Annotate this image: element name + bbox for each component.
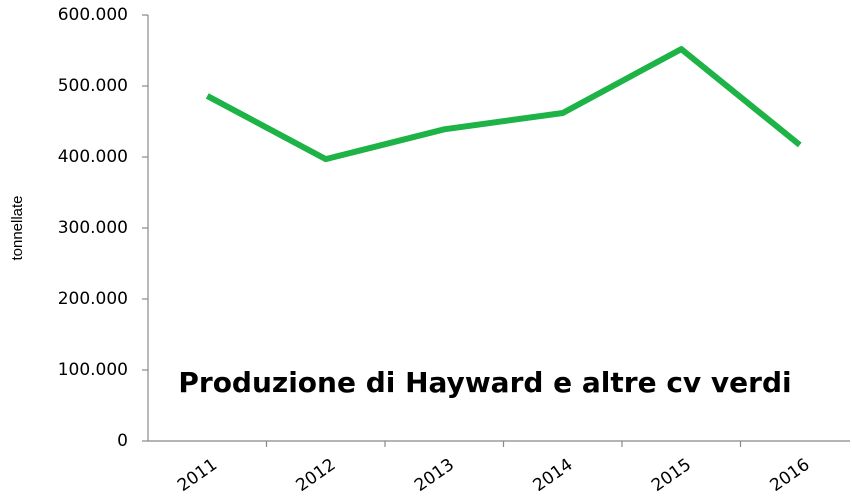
y-tick-label: 300.000 <box>58 218 128 238</box>
y-tick-label: 500.000 <box>58 76 128 96</box>
x-tick-label: 2013 <box>411 455 458 496</box>
y-axis-label: tonnellate <box>9 195 26 260</box>
y-tick-label: 0 <box>117 431 128 451</box>
y-tick-label: 400.000 <box>58 147 128 167</box>
x-tick-label: 2014 <box>530 455 577 496</box>
y-tick-label: 200.000 <box>58 289 128 309</box>
y-tick-label: 100.000 <box>58 360 128 380</box>
x-tick-label: 2011 <box>174 455 221 496</box>
line-series <box>205 46 802 163</box>
y-tick-label: 600.000 <box>58 5 128 25</box>
chart-title: Produzione di Hayward e altre cv verdi <box>178 366 791 399</box>
x-tick-label: 2016 <box>767 455 814 496</box>
x-tick-label: 2015 <box>648 455 695 496</box>
x-tick-label: 2012 <box>293 455 340 496</box>
